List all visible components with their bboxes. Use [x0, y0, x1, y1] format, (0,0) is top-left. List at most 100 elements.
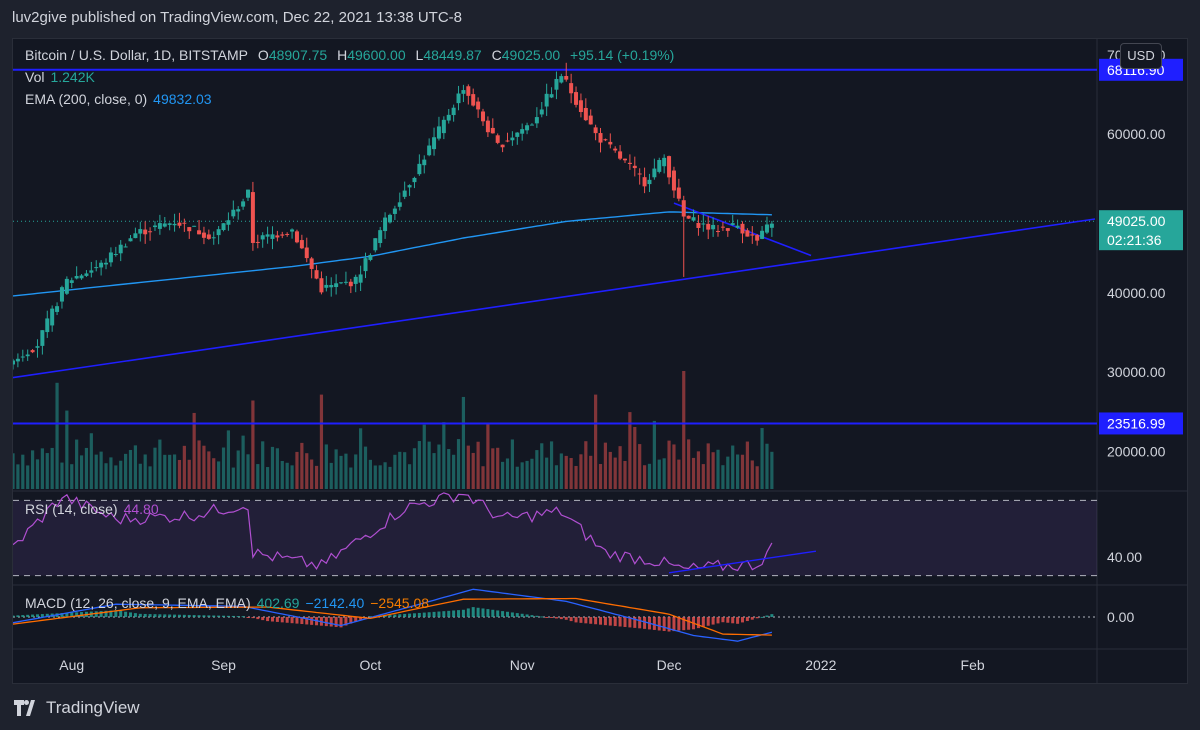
- volume-bar: [99, 451, 103, 489]
- volume-bar: [569, 458, 573, 489]
- macd-histogram-bar: [202, 615, 206, 617]
- macd-histogram-bar: [452, 610, 456, 617]
- candle-body: [343, 281, 348, 283]
- tradingview-logo-icon: [14, 700, 35, 716]
- candle-body: [745, 230, 750, 237]
- candle-body: [495, 135, 500, 143]
- candle-body: [750, 234, 755, 236]
- candle-body: [348, 281, 353, 287]
- macd-histogram-bar: [682, 617, 686, 631]
- volume-bar: [265, 467, 270, 489]
- macd-histogram-bar: [559, 617, 563, 620]
- volume-bar: [491, 448, 495, 489]
- volume-bar: [407, 464, 412, 489]
- macd-histogram-bar: [344, 617, 348, 626]
- volume-bar: [696, 451, 701, 489]
- macd-value: 402.69: [256, 595, 300, 611]
- volume-bar: [496, 447, 500, 489]
- time-tick-label: Oct: [360, 657, 382, 673]
- candle-body: [133, 233, 138, 239]
- volume-bar: [124, 453, 128, 489]
- candle-body: [378, 230, 383, 244]
- macd-histogram-bar: [755, 617, 759, 619]
- volume-bar: [456, 439, 461, 489]
- candle-body: [216, 229, 221, 236]
- volume-bar: [75, 439, 79, 489]
- candle-body: [583, 107, 588, 121]
- volume-bar: [398, 451, 402, 489]
- candle-body: [539, 109, 544, 115]
- macd-histogram-bar: [412, 613, 416, 617]
- macd-histogram-bar: [638, 617, 642, 629]
- high-label: H: [337, 47, 348, 63]
- volume-bar: [505, 458, 510, 489]
- macd-histogram-bar: [701, 617, 705, 627]
- price-chart[interactable]: 70000.0060000.0040000.0030000.0020000.00…: [13, 39, 1187, 683]
- candle-body: [84, 273, 89, 276]
- macd-histogram-bar: [672, 617, 676, 632]
- chart-frame[interactable]: 70000.0060000.0040000.0030000.0020000.00…: [12, 38, 1188, 684]
- symbol-legend: Bitcoin / U.S. Dollar, 1D, BITSTAMP O489…: [25, 47, 674, 63]
- candle-body: [554, 78, 559, 90]
- macd-histogram-bar: [148, 614, 152, 617]
- candle-body: [211, 237, 216, 239]
- macd-histogram-bar: [60, 613, 64, 617]
- volume-bar: [50, 447, 54, 489]
- volume-bar: [706, 443, 710, 489]
- published-text: luv2give published on TradingView.com, D…: [12, 9, 462, 26]
- macd-histogram-bar: [711, 617, 715, 625]
- volume-bar: [540, 443, 544, 489]
- volume-bar: [359, 428, 363, 489]
- candle-body: [720, 226, 725, 228]
- volume-bar: [608, 451, 612, 489]
- volume-bar: [378, 465, 382, 489]
- volume-bar: [349, 467, 353, 489]
- candle-body: [412, 177, 417, 183]
- open-value: 48907.75: [268, 47, 328, 63]
- candle-body: [172, 223, 177, 226]
- candle-body: [392, 208, 397, 214]
- candle-body: [50, 308, 55, 326]
- macd-histogram-bar: [40, 614, 44, 617]
- candle-body: [13, 360, 15, 365]
- macd-histogram-bar: [432, 611, 436, 617]
- volume-bar: [40, 448, 44, 489]
- macd-histogram-bar: [241, 616, 245, 618]
- macd-histogram-bar: [550, 617, 554, 618]
- macd-histogram-bar: [554, 617, 558, 619]
- macd-histogram-bar: [80, 612, 84, 617]
- macd-histogram-bar: [535, 615, 539, 617]
- candle-body: [564, 76, 569, 80]
- candle-body: [241, 201, 246, 207]
- volume-bar: [45, 453, 49, 489]
- currency-button[interactable]: USD: [1120, 43, 1162, 69]
- volume-bar: [735, 454, 740, 489]
- rsi-band: [13, 500, 1097, 576]
- macd-histogram-bar: [393, 614, 397, 617]
- candle-body: [627, 162, 632, 164]
- volume-bar: [339, 455, 343, 489]
- volume-bar: [70, 464, 74, 489]
- volume-bar: [319, 394, 324, 489]
- macd-histogram-bar: [662, 617, 666, 632]
- candle-body: [192, 225, 197, 227]
- candle-body: [471, 94, 476, 106]
- candle-body: [622, 158, 627, 161]
- candle-body: [260, 235, 265, 240]
- candle-body: [265, 234, 270, 237]
- volume-bar: [334, 449, 338, 489]
- volume-bar: [133, 445, 137, 489]
- volume-bar: [310, 459, 314, 489]
- rsi-legend: RSI (14, close) 44.80: [25, 501, 159, 517]
- volume-bar: [280, 460, 284, 489]
- candle-body: [177, 222, 182, 226]
- volume-bar: [701, 464, 705, 489]
- candle-body: [574, 92, 579, 105]
- volume-bar: [300, 442, 304, 489]
- candle-body: [30, 350, 35, 353]
- macd-histogram-bar: [129, 612, 133, 617]
- candle-body: [314, 270, 319, 279]
- volume-bar: [545, 457, 549, 489]
- volume-bar: [471, 452, 475, 489]
- macd-histogram-bar: [422, 612, 426, 617]
